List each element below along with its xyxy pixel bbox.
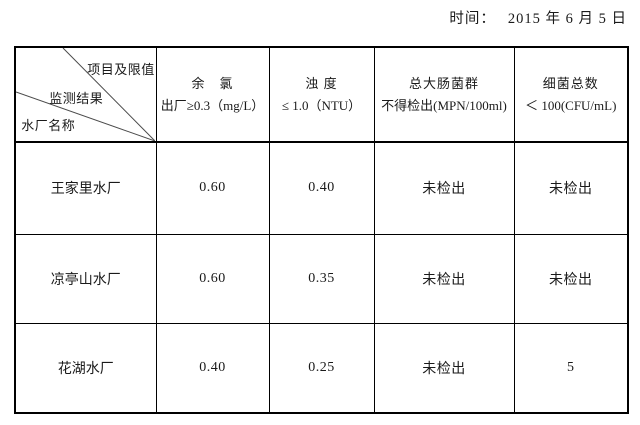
turbidity-value-cell: 0.35 [268,233,375,324]
col-header-title: 总大肠菌群 [408,76,479,91]
coliform-value-cell: 未检出 [373,322,515,414]
col-header-residual-chlorine: 余 氯 出厂≥0.3（mg/L） [155,46,270,143]
col-header-limit: ≤ 1.0（NTU） [281,98,362,113]
date-value: 2015 年 6 月 5 日 [507,11,627,27]
chlorine-value-cell: 0.60 [155,141,270,235]
col-header-limit: 不得检出(MPN/100ml) [381,98,507,113]
bacteria-value-cell: 5 [513,322,629,414]
coliform-value-cell: 未检出 [373,233,515,324]
turbidity-value-cell: 0.25 [268,322,375,414]
corner-header-cell: 项目及限值 监测结果 水厂名称 [14,46,157,143]
coliform-value-cell: 未检出 [373,141,515,235]
corner-label-monitoring-results: 监测结果 [49,91,104,106]
table-row: 王家里水厂 0.60 0.40 未检出 未检出 [14,141,629,235]
plant-name-cell: 王家里水厂 [14,141,157,235]
date-label: 时间： [449,11,496,27]
bacteria-value-cell: 未检出 [513,233,629,324]
diagonal-divider-lines [16,48,155,140]
chlorine-value-cell: 0.40 [155,322,270,414]
col-header-limit: ＜ 100(CFU/mL) [525,98,617,113]
corner-label-plant-name: 水厂名称 [21,118,76,133]
col-header-bacteria-count: 细菌总数 ＜ 100(CFU/mL) [513,46,629,143]
table-row: 花湖水厂 0.40 0.25 未检出 5 [14,322,629,414]
col-header-title: 浊 度 [305,76,338,91]
chlorine-value-cell: 0.60 [155,233,270,324]
corner-label-items-and-limits: 项目及限值 [87,62,155,77]
plant-name-cell: 花湖水厂 [14,322,157,414]
table-header-row: 项目及限值 监测结果 水厂名称 余 氯 出厂≥0.3（mg/L） 浊 度 ≤ 1… [14,46,629,143]
report-date: 时间： 2015 年 6 月 5 日 [449,7,627,28]
col-header-title: 余 氯 [191,76,234,91]
water-quality-table: 项目及限值 监测结果 水厂名称 余 氯 出厂≥0.3（mg/L） 浊 度 ≤ 1… [14,46,629,414]
plant-name-cell: 凉亭山水厂 [14,233,157,324]
corner-box: 项目及限值 监测结果 水厂名称 [16,48,155,140]
col-header-title: 细菌总数 [542,76,599,91]
col-header-turbidity: 浊 度 ≤ 1.0（NTU） [268,46,375,143]
col-header-total-coliform: 总大肠菌群 不得检出(MPN/100ml) [373,46,515,143]
col-header-limit: 出厂≥0.3（mg/L） [160,98,265,113]
turbidity-value-cell: 0.40 [268,141,375,235]
bacteria-value-cell: 未检出 [513,141,629,235]
table-row: 凉亭山水厂 0.60 0.35 未检出 未检出 [14,233,629,324]
